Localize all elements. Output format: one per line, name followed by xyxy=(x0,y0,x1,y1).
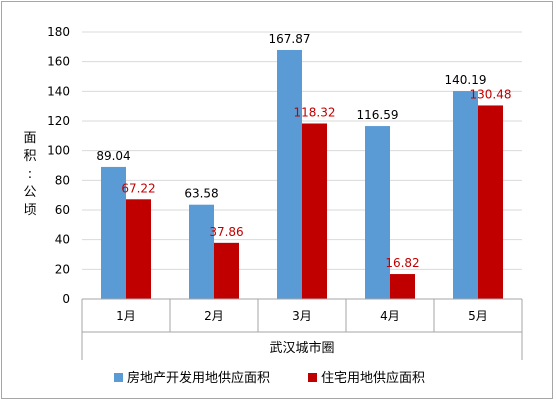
bar xyxy=(126,199,151,299)
data-label: 63.58 xyxy=(184,187,218,201)
bar xyxy=(453,91,478,299)
y-tick-label: 160 xyxy=(47,55,70,69)
y-axis-ticks: 0 20 40 60 80 100 120 140 160 180 xyxy=(47,25,70,306)
bar xyxy=(390,274,415,299)
bar xyxy=(277,49,302,300)
legend-swatch xyxy=(114,373,123,382)
y-axis-label-char: : xyxy=(28,167,32,182)
bars xyxy=(101,49,503,300)
data-label: 37.86 xyxy=(209,225,243,239)
y-tick-label: 140 xyxy=(47,84,70,98)
data-label: 167.87 xyxy=(269,32,311,46)
legend-swatch xyxy=(308,373,317,382)
bar xyxy=(365,126,390,299)
data-label: 116.59 xyxy=(357,108,399,122)
legend: 房地产开发用地供应面积 住宅用地供应面积 xyxy=(114,370,425,386)
y-tick-label: 20 xyxy=(55,262,70,276)
data-label: 130.48 xyxy=(470,87,512,101)
y-tick-label: 180 xyxy=(47,25,70,39)
y-tick-label: 60 xyxy=(55,203,70,217)
x-tick-label: 3月 xyxy=(292,309,312,323)
y-axis-label-char: 公 xyxy=(23,185,36,200)
x-tick-label: 4月 xyxy=(380,309,400,323)
data-label: 118.32 xyxy=(294,105,336,119)
y-tick-label: 80 xyxy=(55,173,70,187)
y-tick-label: 0 xyxy=(62,292,70,306)
bar xyxy=(101,166,126,299)
x-tick-label: 1月 xyxy=(116,309,136,323)
x-axis: 1月 2月 3月 4月 5月 xyxy=(81,298,523,360)
bar xyxy=(214,242,239,299)
data-labels: 89.04 63.58 167.87 116.59 140.19 67.22 37.86 11… xyxy=(96,32,511,270)
y-tick-label: 40 xyxy=(55,233,70,247)
bar xyxy=(302,123,327,299)
data-label: 89.04 xyxy=(96,149,130,163)
x-tick-label: 2月 xyxy=(204,309,224,323)
x-tick-label: 5月 xyxy=(468,309,488,323)
data-label: 16.82 xyxy=(385,256,419,270)
y-tick-label: 120 xyxy=(47,114,70,128)
legend-label: 住宅用地供应面积 xyxy=(321,370,425,386)
bar xyxy=(478,105,503,299)
data-label: 140.19 xyxy=(445,73,487,87)
y-axis-label-char: 顷 xyxy=(23,203,36,218)
y-axis-label-char: 面 xyxy=(23,131,36,146)
y-axis-label-char: 积 xyxy=(23,149,36,164)
data-label: 67.22 xyxy=(121,181,155,195)
x-axis-group-label: 武汉城市圈 xyxy=(269,340,334,356)
y-tick-label: 100 xyxy=(47,144,70,158)
bar xyxy=(189,204,214,299)
legend-label: 房地产开发用地供应面积 xyxy=(127,370,270,386)
y-axis-label: 面积: 公顷 xyxy=(23,131,36,218)
